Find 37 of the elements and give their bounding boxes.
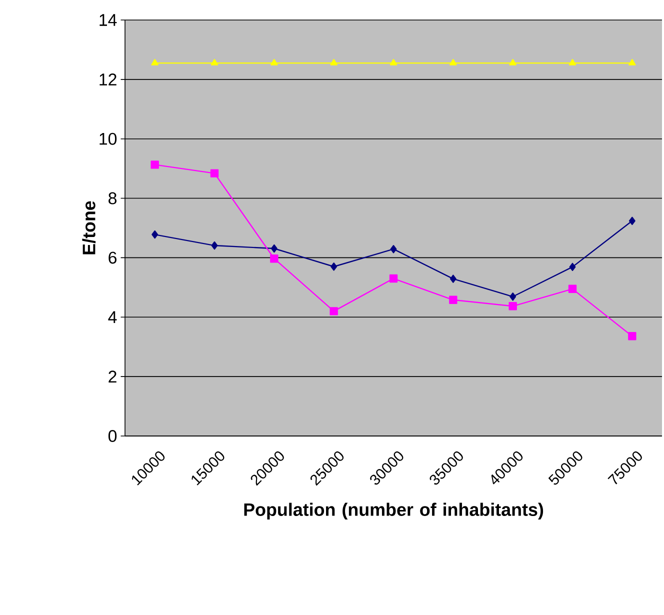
y-tick-label: 2	[108, 370, 116, 382]
y-tick-label: 8	[108, 192, 116, 204]
point	[509, 58, 516, 66]
point	[211, 241, 218, 250]
x-axis-title: Population (number of inhabitants)	[244, 502, 544, 520]
point	[389, 274, 398, 283]
point	[270, 58, 278, 66]
point	[210, 169, 219, 178]
point	[390, 58, 398, 66]
point	[449, 296, 458, 304]
point	[628, 216, 636, 225]
point	[569, 262, 576, 272]
y-tick-label: 12	[100, 74, 116, 86]
point	[210, 58, 218, 66]
y-tick-label: 0	[108, 430, 117, 442]
point	[568, 284, 577, 294]
point	[330, 58, 338, 66]
y-tick-label: 6	[108, 252, 116, 264]
point	[270, 254, 278, 263]
point	[628, 58, 636, 66]
y-tick-label: 14	[100, 14, 117, 26]
point	[390, 244, 397, 254]
y-tick-label: 10	[100, 132, 117, 145]
point	[270, 244, 278, 253]
point	[150, 160, 159, 169]
point	[450, 274, 456, 283]
y-axis-title: E/tone	[82, 201, 96, 254]
y-tick-label: 4	[108, 311, 117, 323]
point	[450, 58, 457, 66]
point	[151, 58, 158, 66]
point	[510, 292, 516, 301]
point	[628, 332, 636, 340]
point	[330, 262, 338, 271]
point	[152, 230, 158, 239]
point	[330, 307, 338, 316]
point	[508, 302, 517, 310]
point	[568, 58, 576, 66]
